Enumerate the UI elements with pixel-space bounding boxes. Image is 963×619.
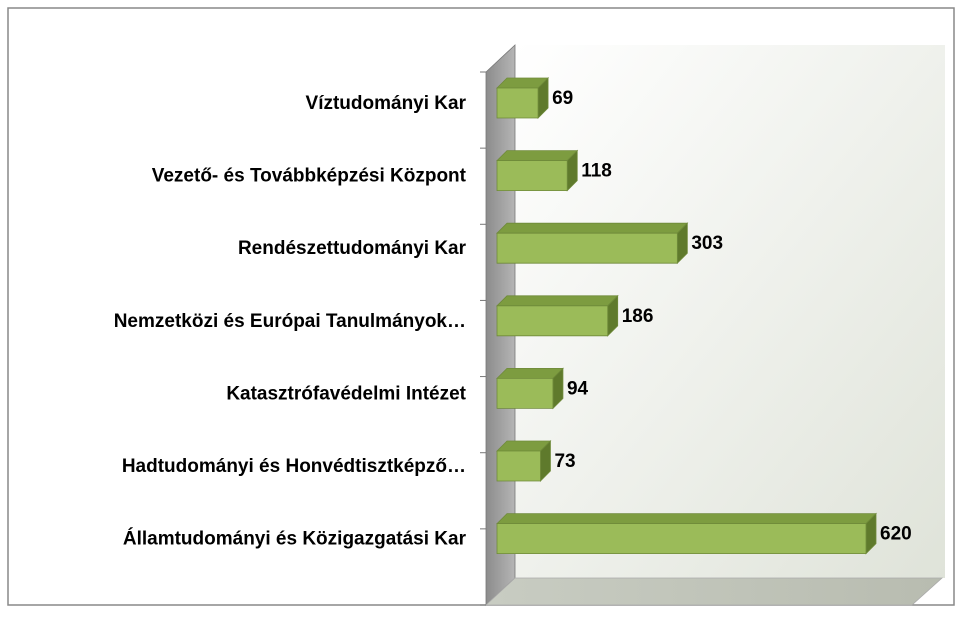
- y-tick-label: Rendészettudományi Kar: [238, 238, 467, 259]
- bar-face: [496, 222, 689, 234]
- data-label: 303: [691, 233, 723, 254]
- bar: [496, 367, 564, 410]
- data-label: 620: [880, 524, 912, 545]
- bar-face: [496, 295, 619, 307]
- y-tick-label: Nemzetközi és Európai Tanulmányok…: [114, 311, 466, 332]
- y-tick-label: Víztudományi Kar: [306, 93, 467, 114]
- bar-face: [496, 450, 541, 482]
- data-label: 73: [554, 451, 575, 472]
- data-label: 94: [567, 378, 589, 399]
- data-label: 186: [622, 306, 654, 327]
- y-tick-label: Katasztrófavédelmi Intézet: [226, 383, 466, 404]
- bar-face: [496, 305, 609, 337]
- bar-face: [496, 150, 579, 162]
- bar: [496, 149, 579, 192]
- bar-face: [496, 513, 877, 524]
- bar: [496, 512, 877, 555]
- bar-face: [496, 232, 678, 264]
- bar-face: [496, 377, 554, 409]
- data-label: 69: [552, 88, 573, 109]
- back-wall: [515, 45, 945, 578]
- floor: [484, 577, 944, 606]
- bar-face: [496, 367, 564, 379]
- bar: [496, 294, 619, 337]
- y-tick-label: Hadtudományi és Honvédtisztképző…: [122, 456, 466, 477]
- bar: [496, 222, 689, 265]
- plot: Víztudományi Kar 69 Vezető- és Továbbképzé…: [114, 71, 912, 606]
- bar-face: [496, 523, 867, 554]
- bar-face: [496, 87, 539, 119]
- bar-face: [496, 160, 568, 192]
- bar: [496, 77, 550, 119]
- bar: [496, 440, 552, 482]
- y-tick-label: Vezető- és Továbbképzési Központ: [152, 166, 467, 187]
- y-tick-label: Államtudományi és Közigazgatási Kar: [123, 528, 467, 550]
- data-label: 118: [581, 161, 612, 182]
